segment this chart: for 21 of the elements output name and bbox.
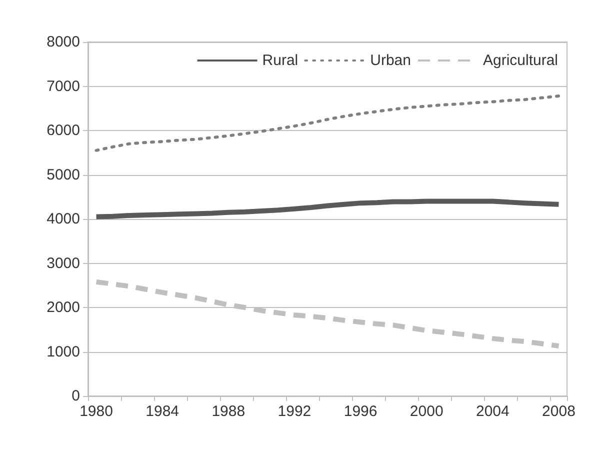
x-tick-label: 2000 [410,403,444,420]
y-tick-label: 2000 [46,299,80,316]
legend-label: Rural [262,52,298,69]
y-tick-label: 4000 [46,210,80,228]
x-tick-label: 2008 [542,403,576,420]
y-tick-label: 7000 [46,78,80,95]
legend-label: Agricultural [482,52,558,69]
y-tick-label: 3000 [46,254,80,272]
x-tick-label: 1980 [80,403,113,420]
legend-label: Urban [370,52,411,69]
y-tick-label: 0 [72,388,80,404]
x-tick-label: 1984 [146,403,180,420]
x-tick-label: 1996 [344,403,378,420]
y-tick-label: 1000 [46,343,80,360]
line-series [94,94,560,152]
y-tick-label: 6000 [46,122,80,139]
x-tick-label: 1992 [278,403,312,420]
x-tick-label: 1988 [212,403,246,420]
x-tick-label: 2004 [476,403,510,420]
y-tick-label: 5000 [46,166,80,184]
y-tick-label: 8000 [46,34,80,50]
